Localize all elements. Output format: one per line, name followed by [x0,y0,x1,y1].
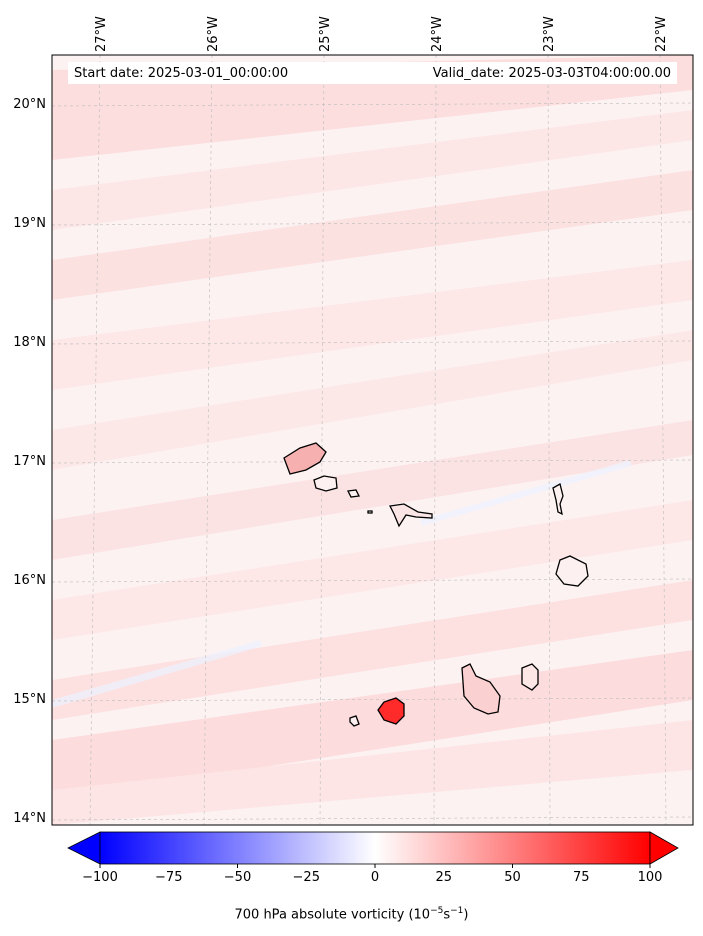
islands [283,442,589,727]
lon-label-26w: 26°W [206,16,221,52]
island-sal [552,483,564,516]
colorbar-tick-neg100: −100 [82,870,118,885]
colorbar-title-text: 700 hPa absolute vorticity (10 [234,907,431,923]
island-boa-vista [555,555,589,587]
info-box [68,62,677,84]
island-santo-antao [283,442,327,475]
lat-label-14n: 14°N [13,811,46,826]
colorbar-tick-neg25: −25 [292,870,320,885]
lon-label-25w: 25°W [318,16,333,52]
colorbar-tick-25: 25 [435,870,453,885]
colorbar-tick-100: 100 [637,870,663,885]
start-date-label: Start date: 2025-03-01_00:00:00 [74,66,289,81]
island-santa-luzia [347,489,360,498]
colorbar-tick-0: 0 [370,870,380,885]
island-sao-vicente [313,475,338,492]
lon-label-22w: 22°W [654,16,669,52]
colorbar-title-exp1: −5 [430,906,444,916]
lon-label-27w: 27°W [94,16,109,52]
colorbar-tick-50: 50 [504,870,521,885]
colorbar-title-end: ) [463,907,469,923]
island-maio [521,663,539,691]
lat-label-18n: 18°N [13,335,46,350]
lon-label-23w: 23°W [542,16,557,52]
colorbar [67,831,679,868]
island-brava [349,715,360,727]
colorbar-title-exp2: −1 [450,906,464,916]
colorbar-tick-neg75: −75 [155,870,183,885]
vorticity-field [52,55,693,825]
colorbar-tick-neg50: −50 [223,870,252,885]
island-razo [367,510,373,514]
valid-date-label: Valid_date: 2025-03-03T04:00:00.00 [432,66,671,81]
colorbar-tick-75: 75 [572,870,590,885]
lat-label-20n: 20°N [13,97,46,112]
colorbar-title-unit: s [443,907,451,923]
lat-label-16n: 16°N [13,573,46,588]
map-frame [51,54,694,826]
lat-label-17n: 17°N [13,454,46,469]
lat-label-19n: 19°N [13,216,46,231]
colorbar-title: 700 hPa absolute vorticity (10−5s−1) [0,906,703,922]
island-santiago [461,663,501,715]
map-gridlines [51,54,694,826]
lon-label-24w: 24°W [430,16,445,52]
island-fogo [377,697,405,725]
lat-label-15n: 15°N [13,692,46,707]
island-sao-nicolau [389,503,433,528]
